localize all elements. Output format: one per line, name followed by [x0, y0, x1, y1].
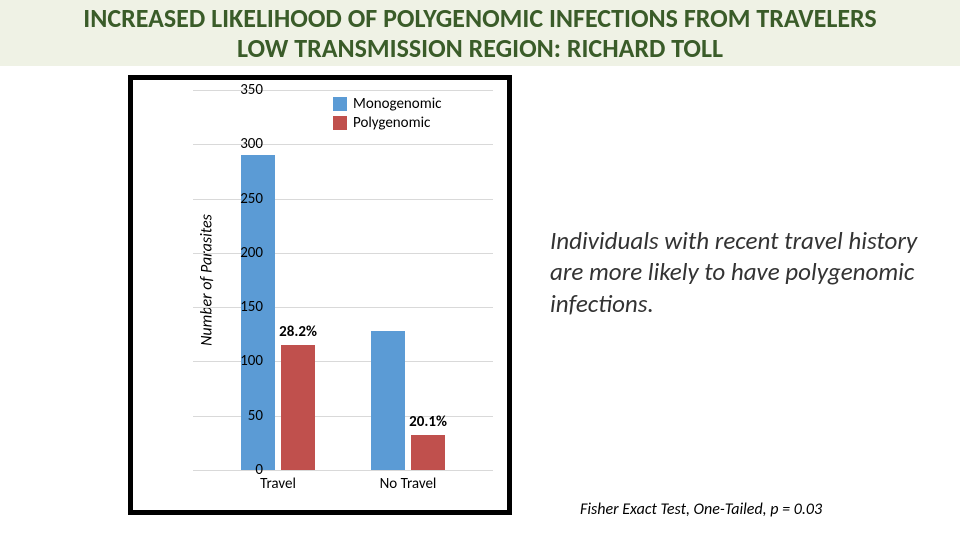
caption-text: Individuals with recent travel history a… [550, 225, 930, 319]
stat-note: Fisher Exact Test, One-Tailed, p = 0.03 [580, 500, 940, 519]
y-tick-label: 50 [225, 407, 263, 425]
slide: INCREASED LIKELIHOOD OF POLYGENOMIC INFE… [0, 0, 960, 540]
y-tick-label: 250 [225, 190, 263, 208]
category-label: No Travel [358, 475, 458, 493]
legend-swatch-polygenomic [333, 116, 347, 130]
bar-polygenomic-travel [281, 345, 315, 470]
chart-frame: Number of Parasites 28.2%20.1% Monogenom… [128, 75, 512, 515]
bar-polygenomic-no-travel [411, 435, 445, 470]
bar-value-label: 20.1% [401, 413, 455, 431]
y-tick-label: 300 [225, 135, 263, 153]
slide-title: INCREASED LIKELIHOOD OF POLYGENOMIC INFE… [0, 4, 960, 64]
y-tick-label: 150 [225, 298, 263, 316]
y-tick-label: 100 [225, 352, 263, 370]
bar-monogenomic-no-travel [371, 331, 405, 470]
y-tick-label: 350 [225, 81, 263, 99]
bar-value-label: 28.2% [271, 323, 325, 341]
category-label: Travel [228, 475, 328, 493]
y-tick-label: 200 [225, 244, 263, 262]
legend-item-polygenomic: Polygenomic [333, 114, 441, 133]
legend-label: Polygenomic [353, 114, 430, 133]
chart-legend: Monogenomic Polygenomic [333, 95, 441, 133]
title-line-2: LOW TRANSMISSION REGION: RICHARD TOLL [237, 32, 723, 64]
legend-label: Monogenomic [353, 95, 441, 114]
title-line-1: INCREASED LIKELIHOOD OF POLYGENOMIC INFE… [83, 2, 876, 34]
legend-item-monogenomic: Monogenomic [333, 95, 441, 114]
legend-swatch-monogenomic [333, 97, 347, 111]
